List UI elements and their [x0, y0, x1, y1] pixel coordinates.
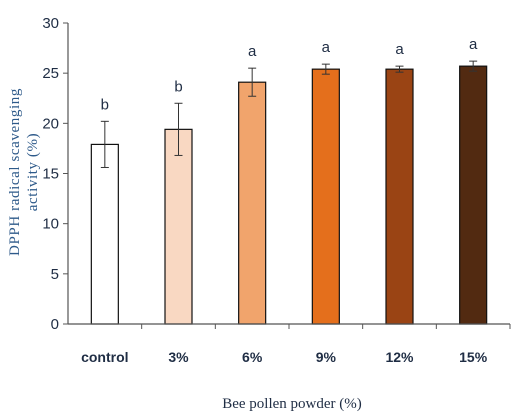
y-tick-label: 0: [51, 316, 59, 333]
significance-letter: a: [322, 39, 331, 56]
significance-letter: b: [174, 78, 182, 95]
y-axis-ticks: 0 5 10 15 20 25 30: [42, 15, 68, 333]
bar-9%: [311, 68, 340, 325]
y-tick-label: 15: [42, 166, 59, 183]
axes: [67, 23, 511, 329]
y-axis-label-line-2: activity (%): [25, 133, 41, 211]
x-tick-label: 6%: [242, 349, 263, 365]
bar-control: [90, 143, 119, 325]
bars: [90, 65, 488, 325]
y-axis-label-line-1: DPPH radical scavenging: [7, 88, 23, 256]
y-tick-label: 5: [51, 266, 59, 283]
significance-letter: a: [248, 43, 257, 60]
x-tick-label: 3%: [168, 349, 189, 365]
y-tick-label: 30: [42, 15, 59, 32]
bar-3%: [164, 128, 193, 325]
significance-letter: b: [101, 96, 109, 113]
significance-letter: a: [395, 41, 404, 58]
x-tick-label: 15%: [459, 349, 488, 365]
x-tick-label: control: [81, 349, 128, 365]
x-tick-label: 9%: [316, 349, 337, 365]
y-tick-label: 25: [42, 65, 59, 82]
x-tick-label: 12%: [385, 349, 414, 365]
y-tick-label: 20: [42, 115, 59, 132]
bar-12%: [385, 68, 414, 325]
bar-6%: [238, 81, 267, 325]
error-bars: [100, 60, 478, 168]
bar-15%: [459, 65, 488, 325]
y-tick-label: 10: [42, 216, 59, 233]
x-axis-label: Bee pollen powder (%): [222, 396, 362, 412]
x-axis-ticks: control 3% 6% 9% 12% 15%: [81, 349, 488, 365]
significance-letters: b b a a a a: [101, 36, 478, 113]
significance-letter: a: [469, 36, 478, 53]
